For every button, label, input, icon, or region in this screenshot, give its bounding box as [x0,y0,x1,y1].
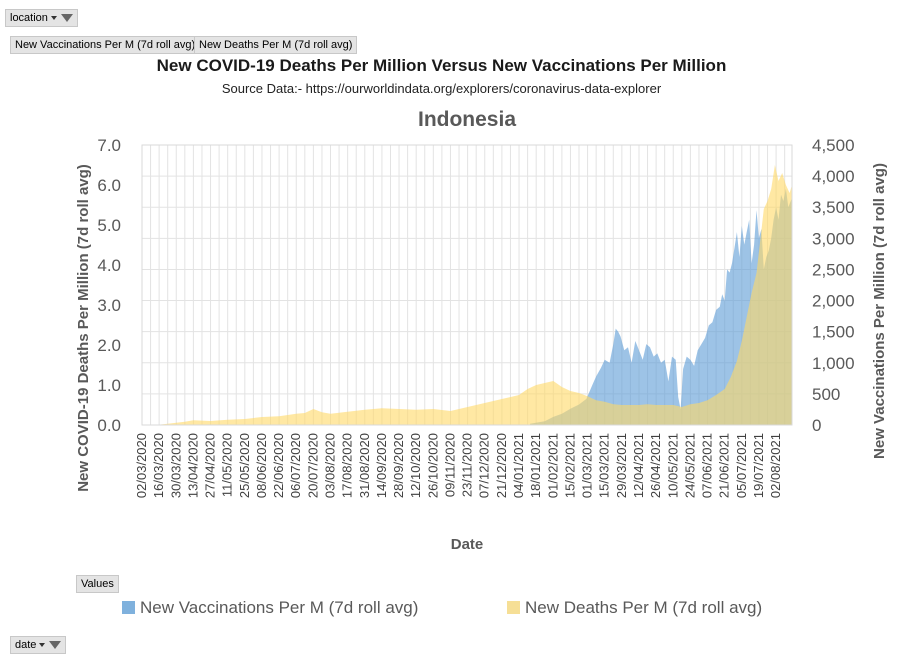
x-tick-label: 25/05/2020 [237,433,252,498]
legend-swatch-deaths [507,601,520,614]
y-right-tick-label: 2,500 [812,260,855,279]
x-tick-label: 15/02/2021 [562,433,577,498]
x-tick-label: 12/04/2021 [631,433,646,498]
location-filter-button[interactable]: location [5,9,78,27]
x-tick-label: 13/04/2020 [185,433,200,498]
x-tick-label: 29/03/2021 [614,433,629,498]
y-left-tick-label: 6.0 [97,176,121,195]
x-tick-label: 31/08/2020 [357,433,372,498]
x-tick-label: 16/03/2020 [151,433,166,498]
chart-title: Indonesia [418,108,516,131]
x-tick-label: 06/07/2020 [288,433,303,498]
series-field-label: New Deaths Per M (7d roll avg) [199,39,353,51]
x-tick-label: 05/07/2021 [734,433,749,498]
x-tick-label: 14/09/2020 [374,433,389,498]
y-right-tick-label: 4,000 [812,167,855,186]
x-tick-label: 02/08/2021 [768,433,783,498]
dropdown-arrow-icon [39,643,46,648]
chart-main-title: New COVID-19 Deaths Per Million Versus N… [156,56,727,75]
x-tick-label: 01/03/2021 [580,433,595,498]
y-right-tick-label: 1,000 [812,354,855,373]
x-tick-label: 03/08/2020 [323,433,338,498]
y-left-tick-label: 3.0 [97,296,121,315]
x-tick-label: 19/07/2021 [751,433,766,498]
x-tick-label: 28/09/2020 [391,433,406,498]
legend-label-deaths: New Deaths Per M (7d roll avg) [525,598,763,617]
x-tick-label: 12/10/2020 [408,433,423,498]
date-filter-label: date [15,639,37,651]
x-tick-label: 17/08/2020 [340,433,355,498]
x-tick-label: 23/11/2020 [460,433,475,497]
series-field-button-deaths[interactable]: New Deaths Per M (7d roll avg) [194,36,358,54]
x-tick-label: 18/01/2021 [528,433,543,498]
series-field-label: New Vaccinations Per M (7d roll avg) [15,39,196,51]
series-area-vaccinations [530,188,792,425]
plot-border [141,144,793,426]
y-left-tick-label: 5.0 [97,216,121,235]
x-tick-label: 30/03/2020 [168,433,183,498]
x-tick-label: 26/10/2020 [425,433,440,498]
y-right-tick-label: 4,500 [812,136,855,155]
y-right-tick-label: 3,000 [812,229,855,248]
chart-source-subtitle: Source Data:- https://ourworldindata.org… [221,81,662,96]
y-left-tick-label: 1.0 [97,376,121,395]
legend-item-vaccinations: New Vaccinations Per M (7d roll avg) [122,598,418,618]
x-tick-label: 01/02/2021 [545,433,560,498]
y-right-axis-title: New Vaccinations Per Million (7d roll av… [871,163,888,459]
date-filter-button[interactable]: date [10,636,67,654]
x-tick-label: 08/06/2020 [254,433,269,498]
y-right-tick-label: 1,500 [812,323,855,342]
location-filter-label: location [10,12,48,24]
x-tick-label: 09/11/2020 [442,433,457,497]
x-tick-label: 11/05/2020 [220,433,235,497]
x-tick-label: 07/06/2021 [700,433,715,498]
legend-swatch-vaccinations [122,601,135,614]
y-left-tick-label: 4.0 [97,256,121,275]
legend-item-deaths: New Deaths Per M (7d roll avg) [507,598,762,618]
y-right-tick-label: 500 [812,385,840,404]
y-left-tick-label: 2.0 [97,336,121,355]
legend-label-vaccinations: New Vaccinations Per M (7d roll avg) [140,598,419,617]
y-right-tick-label: 3,500 [812,198,855,217]
filter-icon [60,14,73,23]
y-left-axis-title: New COVID-19 Deaths Per Million (7d roll… [75,164,92,492]
x-tick-label: 21/12/2020 [494,433,509,498]
x-tick-label: 26/04/2021 [648,433,663,498]
x-axis-title: Date [451,536,484,553]
x-tick-label: 04/01/2021 [511,433,526,498]
x-tick-label: 20/07/2020 [305,433,320,498]
x-tick-label: 10/05/2021 [665,433,680,498]
series-area-deaths [142,165,792,425]
x-tick-label: 24/05/2021 [682,433,697,498]
values-field-button[interactable]: Values [76,575,119,593]
y-left-tick-label: 7.0 [97,136,121,155]
filter-icon [49,641,62,650]
x-tick-label: 15/03/2021 [597,433,612,498]
values-field-label: Values [81,578,114,590]
dropdown-arrow-icon [50,16,57,21]
series-field-button-vaccinations[interactable]: New Vaccinations Per M (7d roll avg) [10,36,201,54]
x-tick-label: 21/06/2021 [717,433,732,498]
x-tick-label: 27/04/2020 [203,433,218,498]
y-left-tick-label: 0.0 [97,416,121,435]
y-right-tick-label: 2,000 [812,292,855,311]
y-right-tick-label: 0 [812,416,821,435]
x-tick-label: 22/06/2020 [271,433,286,498]
x-tick-label: 07/12/2020 [477,433,492,498]
x-tick-label: 02/03/2020 [134,433,149,498]
